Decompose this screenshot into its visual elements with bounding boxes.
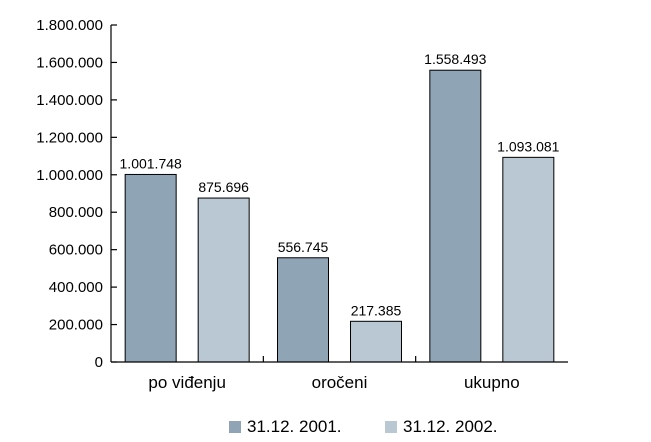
bar-value-label: 556.745	[278, 239, 329, 255]
y-tick-label: 1.600.000	[36, 54, 103, 71]
x-category-label: po viđenju	[148, 373, 226, 392]
x-category-label: ukupno	[464, 373, 520, 392]
x-axis-labels: po viđenju oročeni ukupno	[148, 356, 520, 392]
bar-series2-1	[350, 320, 402, 363]
bar-value-label: 1.001.748	[120, 155, 182, 171]
bar-value-label: 875.696	[198, 179, 249, 195]
bar-series1-0	[124, 173, 177, 363]
legend-swatch	[385, 421, 397, 433]
y-tick-label: 1.400.000	[36, 92, 103, 109]
legend-label: 31.12. 2001.	[247, 417, 342, 436]
x-category-label: oročeni	[312, 373, 368, 392]
bar-series1-2	[429, 69, 482, 363]
y-tick-label: 1.000.000	[36, 167, 103, 184]
legend-label: 31.12. 2002.	[403, 417, 498, 436]
legend-swatch	[229, 421, 241, 433]
data-labels: 1.001.748 875.696 556.745 217.385 1.558.493 1…	[120, 51, 560, 318]
y-axis-ticks: 0 200.000 400.000 600.000 800.000 1.000.000 1.…	[36, 17, 117, 371]
bars	[124, 69, 555, 363]
y-tick-label: 1.800.000	[36, 17, 103, 34]
bar-value-label: 1.093.081	[497, 138, 559, 154]
bar-value-label: 217.385	[351, 302, 402, 318]
bar-value-label: 1.558.493	[424, 51, 486, 67]
y-tick-label: 0	[95, 354, 103, 371]
y-tick-label: 1.200.000	[36, 129, 103, 146]
legend: 31.12. 2001. 31.12. 2002.	[229, 417, 498, 436]
bar-series2-2	[502, 156, 555, 363]
bar-series1-1	[277, 257, 329, 363]
y-tick-label: 800.000	[49, 204, 103, 221]
bar-series2-0	[197, 197, 250, 363]
y-tick-label: 200.000	[49, 317, 103, 334]
y-tick-label: 400.000	[49, 279, 103, 296]
y-tick-label: 600.000	[49, 242, 103, 259]
